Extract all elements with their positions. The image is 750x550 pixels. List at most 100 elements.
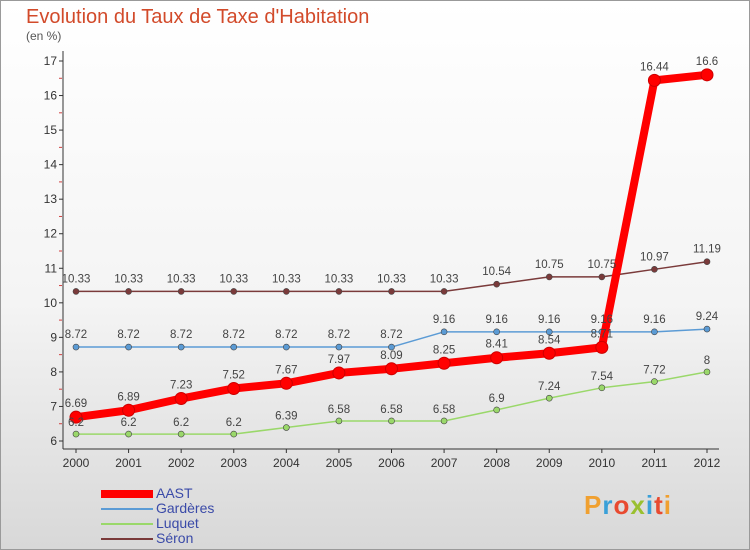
data-label-seron: 10.75 xyxy=(535,259,564,271)
legend-label-aast: AAST xyxy=(156,485,193,501)
data-point-seron xyxy=(335,288,343,295)
legend-label-garderes: Gardères xyxy=(156,500,215,516)
data-label-aast: 8.41 xyxy=(485,339,507,351)
x-tick-label: 2010 xyxy=(588,456,615,470)
legend: AAST Gardères Luquet Séron xyxy=(101,486,301,546)
logo-letter: o xyxy=(613,490,631,520)
logo-letter: x xyxy=(630,490,646,520)
x-tick-label: 2007 xyxy=(431,456,458,470)
x-tick-label: 2008 xyxy=(483,456,510,470)
data-point-aast xyxy=(700,68,714,82)
y-tick-label: 9 xyxy=(50,330,57,344)
logo-letter: P xyxy=(584,490,603,520)
data-label-garderes: 9.16 xyxy=(538,314,560,326)
data-label-luquet: 6.2 xyxy=(173,417,189,429)
legend-label-luquet: Luquet xyxy=(156,515,199,531)
x-tick-label: 2004 xyxy=(273,456,300,470)
data-point-luquet xyxy=(703,368,711,376)
data-label-aast: 6.69 xyxy=(65,398,87,410)
data-point-seron xyxy=(388,288,395,295)
data-point-garderes xyxy=(545,328,553,336)
data-label-seron: 10.54 xyxy=(482,266,511,278)
data-point-garderes xyxy=(177,343,185,351)
data-point-aast xyxy=(542,346,556,360)
data-point-luquet xyxy=(598,384,606,392)
data-label-aast: 8.54 xyxy=(538,334,561,346)
data-label-aast: 16.44 xyxy=(640,61,669,73)
data-point-aast xyxy=(595,340,609,354)
data-label-luquet: 6.58 xyxy=(380,404,402,416)
chart-title: Evolution du Taux de Taxe d'Habitation xyxy=(26,6,370,28)
legend-item-aast[interactable]: AAST xyxy=(101,486,301,501)
data-point-luquet xyxy=(335,417,343,425)
data-label-aast: 16.6 xyxy=(696,56,718,68)
data-label-seron: 10.33 xyxy=(325,273,354,285)
data-label-seron: 10.33 xyxy=(167,273,196,285)
data-point-aast xyxy=(279,376,293,390)
x-tick-label: 2011 xyxy=(642,456,668,470)
data-label-seron: 10.33 xyxy=(219,273,248,285)
data-label-seron: 10.75 xyxy=(587,259,616,271)
x-tick-label: 2000 xyxy=(63,456,90,470)
y-tick-label: 16 xyxy=(44,89,58,103)
data-label-luquet: 6.39 xyxy=(275,411,297,423)
y-tick-label: 13 xyxy=(44,192,58,206)
data-label-garderes: 8.72 xyxy=(223,329,245,341)
legend-item-garderes[interactable]: Gardères xyxy=(101,501,301,516)
data-label-aast: 7.23 xyxy=(170,380,192,392)
data-label-luquet: 6.9 xyxy=(489,393,505,405)
data-label-garderes: 9.16 xyxy=(591,314,613,326)
data-point-garderes xyxy=(651,328,658,336)
data-point-garderes xyxy=(283,343,290,351)
data-label-garderes: 9.24 xyxy=(696,311,719,323)
data-label-luquet: 6.2 xyxy=(121,417,137,429)
legend-item-luquet[interactable]: Luquet xyxy=(101,516,301,531)
y-tick-label: 14 xyxy=(44,158,58,172)
data-point-seron xyxy=(230,288,238,295)
data-label-garderes: 9.16 xyxy=(643,314,665,326)
data-label-seron: 11.19 xyxy=(693,244,721,256)
data-label-luquet: 7.24 xyxy=(538,381,561,393)
data-label-seron: 10.33 xyxy=(62,273,91,285)
data-label-luquet: 7.54 xyxy=(591,371,614,383)
data-point-garderes xyxy=(440,328,448,336)
data-point-seron xyxy=(598,273,606,281)
data-label-luquet: 6.2 xyxy=(226,417,242,429)
data-label-seron: 10.33 xyxy=(377,273,406,285)
data-label-garderes: 9.16 xyxy=(485,314,507,326)
data-point-luquet xyxy=(125,430,132,438)
data-point-aast xyxy=(69,410,83,424)
data-label-aast: 7.52 xyxy=(223,369,245,381)
legend-swatch-luquet xyxy=(101,523,153,525)
legend-swatch-garderes xyxy=(101,508,153,510)
data-point-garderes xyxy=(703,325,711,333)
data-point-garderes xyxy=(72,343,80,351)
data-point-luquet xyxy=(440,417,448,425)
data-point-aast xyxy=(437,356,451,370)
x-tick-label: 2009 xyxy=(536,456,563,470)
legend-item-seron[interactable]: Séron xyxy=(101,531,301,546)
data-point-luquet xyxy=(72,430,80,438)
y-tick-label: 12 xyxy=(44,227,58,241)
x-tick-label: 2001 xyxy=(115,456,142,470)
legend-swatch-seron xyxy=(101,538,153,540)
data-label-garderes: 8.72 xyxy=(65,329,87,341)
x-tick-label: 2006 xyxy=(378,456,405,470)
data-point-aast xyxy=(332,366,346,380)
x-tick-label: 2003 xyxy=(220,456,247,470)
data-label-seron: 10.33 xyxy=(430,273,459,285)
data-label-garderes: 8.72 xyxy=(328,329,350,341)
data-label-seron: 10.33 xyxy=(272,273,301,285)
y-tick-label: 17 xyxy=(44,54,58,68)
data-label-luquet: 6.58 xyxy=(433,404,455,416)
data-point-garderes xyxy=(125,343,132,351)
data-point-luquet xyxy=(177,430,185,438)
data-label-luquet: 7.72 xyxy=(643,365,665,377)
data-point-seron xyxy=(440,288,448,295)
data-label-luquet: 6.2 xyxy=(68,417,84,429)
x-tick-label: 2012 xyxy=(694,456,721,470)
data-label-aast: 7.97 xyxy=(328,354,350,366)
data-point-garderes xyxy=(230,343,238,351)
data-label-aast: 7.67 xyxy=(275,364,297,376)
